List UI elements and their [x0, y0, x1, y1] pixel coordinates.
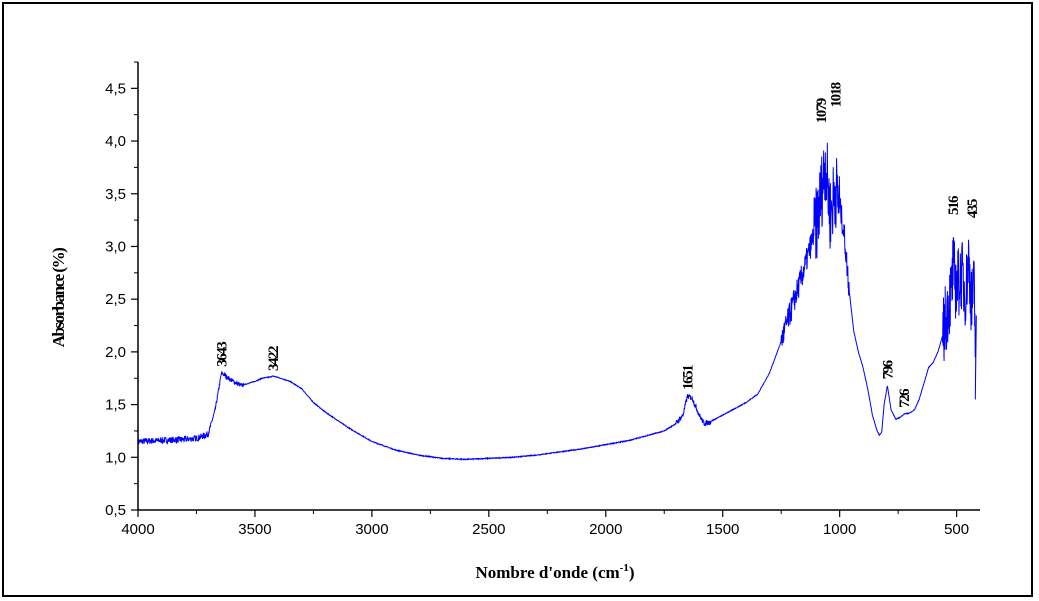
- x-axis-title-main: Nombre d'onde (cm: [475, 563, 619, 582]
- y-tick-label: 1,5: [105, 397, 126, 414]
- y-tick-label: 4,5: [105, 80, 126, 97]
- x-tick-label: 2500: [472, 521, 505, 538]
- x-axis-title-end: ): [629, 563, 635, 582]
- peak-label-3422: 3422: [266, 346, 282, 371]
- peak-label-1651: 1651: [680, 365, 696, 390]
- peak-label-796: 796: [880, 359, 896, 379]
- x-tick-label: 1500: [706, 521, 739, 538]
- x-tick-label: 1000: [823, 521, 856, 538]
- y-tick-label: 1,0: [105, 449, 126, 466]
- peak-label-1079: 1079: [814, 98, 830, 123]
- tick-layer: 4000 3500 3000 2500 2000 1500 1000 500 0,5 1,0 1,5…: [105, 61, 969, 538]
- y-tick-label: 3,5: [105, 186, 126, 203]
- peak-label-1018: 1018: [829, 82, 845, 107]
- spectrum-series-line: [137, 142, 977, 461]
- x-tick-label: 4000: [121, 521, 154, 538]
- x-tick-label: 2000: [589, 521, 622, 538]
- y-axis-title: Absorbance (%): [49, 248, 68, 347]
- y-tick-label: 2,5: [105, 291, 126, 308]
- y-tick-label: 4,0: [105, 133, 126, 150]
- peak-label-516: 516: [946, 195, 962, 215]
- x-tick-label: 3500: [238, 521, 271, 538]
- y-tick-label: 2,0: [105, 344, 126, 361]
- y-tick-label: 3,0: [105, 238, 126, 255]
- peak-label-435: 435: [965, 199, 981, 218]
- x-axis-title: Nombre d'onde (cm-1): [475, 562, 634, 582]
- axes-layer: [137, 62, 980, 511]
- peak-label-726: 726: [897, 388, 913, 408]
- x-tick-label: 500: [944, 521, 969, 538]
- y-tick-label: 0,5: [105, 502, 126, 519]
- spectrum-line-layer: [137, 142, 977, 461]
- x-tick-label: 3000: [355, 521, 388, 538]
- x-axis-title-superscript: -1: [620, 562, 629, 574]
- peak-label-3643: 3643: [215, 342, 231, 367]
